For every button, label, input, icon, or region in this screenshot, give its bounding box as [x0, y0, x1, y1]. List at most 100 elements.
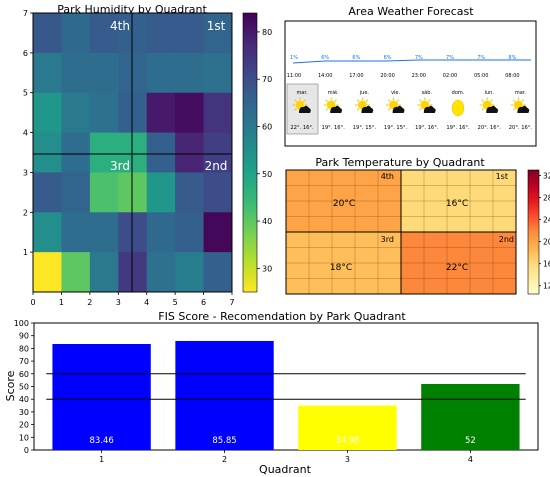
humidity-cell [61, 13, 91, 54]
fis-bar [52, 344, 151, 450]
humidity-cell [146, 132, 176, 173]
humidity-cell [118, 132, 148, 173]
temp-q1-label: 1st [496, 172, 508, 181]
humidity-cell [146, 92, 176, 134]
humidity-q1-label: 1st [207, 19, 226, 33]
sun-ray [490, 99, 493, 102]
humidity-cell [118, 13, 148, 54]
temperature-quadrant [401, 232, 516, 294]
humidity-cell [175, 13, 205, 54]
temperature-quadrant [286, 232, 401, 294]
humidity-cell [33, 252, 62, 293]
cloud-shape [361, 105, 374, 113]
humidity-colorbar-tick-label: 40 [262, 217, 272, 226]
humidity-cell [61, 172, 91, 213]
weather-day-temps: 19°. 16°. [322, 125, 346, 131]
sun-ray [387, 108, 391, 111]
fis-y-tick-label: 0 [24, 446, 29, 455]
weather-hour-label: 23:00 [412, 73, 426, 79]
humidity-cell [89, 252, 119, 293]
humidity-colorbar-frame [242, 12, 258, 293]
weather-day-temps: 20°. 16°. [509, 125, 533, 131]
temperature-cells [286, 170, 516, 294]
humidity-cell [61, 132, 91, 173]
weather-hour-label: 17:00 [349, 73, 363, 79]
sun-ray [356, 108, 360, 111]
sun-ray [481, 99, 485, 102]
temperature-colorbar-tick-label: 20 [543, 238, 550, 247]
temperature-colorbar-frame [527, 169, 540, 295]
humidity-cell [61, 252, 91, 293]
humidity-cell [175, 52, 205, 94]
sun-ray [294, 99, 297, 102]
humidity-x-tick-label: 1 [59, 298, 64, 307]
sun-ray [512, 108, 516, 111]
weather-humidity-label: 6% [384, 55, 392, 61]
fis-y-tick-label: 20 [19, 421, 29, 430]
cloud-shape [423, 105, 436, 113]
temp-q4-value: 20°C [333, 199, 355, 209]
fis-y-tick-label: 50 [19, 383, 29, 392]
sun-ray [365, 99, 369, 102]
humidity-cell [146, 13, 176, 54]
fis-bar [175, 340, 274, 450]
fis-y-axis-label: Score [4, 370, 17, 401]
weather-title: Area Weather Forecast [348, 5, 474, 18]
sun-ray [512, 99, 516, 102]
weather-day-label: mar. [296, 90, 308, 96]
temperature-colorbar-ticks: 12 16 20 24 28 32 [539, 172, 550, 291]
weather-humidity-label: 7% [415, 55, 423, 61]
humidity-cell [203, 172, 233, 213]
humidity-cell [33, 92, 62, 134]
humidity-cells [33, 13, 233, 293]
temp-q3-value: 18°C [330, 263, 352, 273]
humidity-colorbar-tick-label: 30 [262, 264, 272, 273]
humidity-cell [89, 132, 119, 173]
humidity-x-tick-label: 7 [229, 298, 234, 307]
weather-humidity-label: 6% [352, 55, 360, 61]
humidity-cell [146, 252, 176, 293]
weather-hour-label: 11:00 [287, 73, 301, 79]
fis-y-tick-label: 100 [14, 319, 29, 328]
fis-y-tick-label: 90 [19, 332, 29, 341]
cloud-shape [517, 105, 530, 113]
humidity-cell [89, 212, 119, 253]
humidity-cell [61, 212, 91, 253]
temperature-chart: Park Temperature by Quadrant 4th 1st 3rd… [285, 156, 550, 295]
weather-humidity-label: 1% [290, 55, 298, 61]
humidity-q3-label: 3rd [110, 159, 130, 173]
humidity-cell [175, 252, 205, 293]
humidity-cell [89, 92, 119, 134]
weather-day-label: mar. [515, 90, 527, 96]
humidity-cell [203, 52, 233, 94]
humidity-cell [89, 13, 119, 54]
humidity-cell [146, 172, 176, 213]
humidity-cell [203, 252, 233, 293]
sun-ray [356, 99, 360, 102]
humidity-q4-label: 4th [110, 19, 130, 33]
cloud-shape [299, 105, 311, 113]
humidity-x-tick-label: 6 [201, 298, 206, 307]
humidity-cell [33, 172, 62, 213]
fis-x-tick-label: 1 [99, 455, 104, 464]
weather-hour-label: 20:00 [380, 73, 394, 79]
weather-day-label: lun. [485, 90, 495, 96]
humidity-cell [118, 92, 148, 134]
weather-humidity-label: 7% [446, 55, 454, 61]
humidity-chart: Park Humidity by Quadrant 4th 1st 3rd 2n… [23, 3, 272, 307]
fis-y-tick-label: 60 [19, 370, 29, 379]
sun-ray [396, 99, 400, 102]
fis-score-chart: FIS Score - Recomendation by Park Quadra… [4, 310, 539, 476]
weather-day-temps: 19°. 16°. [415, 125, 439, 131]
weather-humidity-line [292, 59, 531, 64]
humidity-y-tick-label: 5 [23, 89, 28, 98]
humidity-colorbar-tick-label: 70 [262, 75, 272, 84]
fis-bar-value-label: 52 [465, 436, 476, 446]
weather-day-label: mié. [328, 89, 339, 96]
humidity-colorbar [243, 13, 257, 292]
temperature-colorbar [528, 170, 539, 294]
humidity-cell [203, 13, 233, 54]
sun-disc [451, 99, 465, 117]
humidity-cell [89, 52, 119, 94]
